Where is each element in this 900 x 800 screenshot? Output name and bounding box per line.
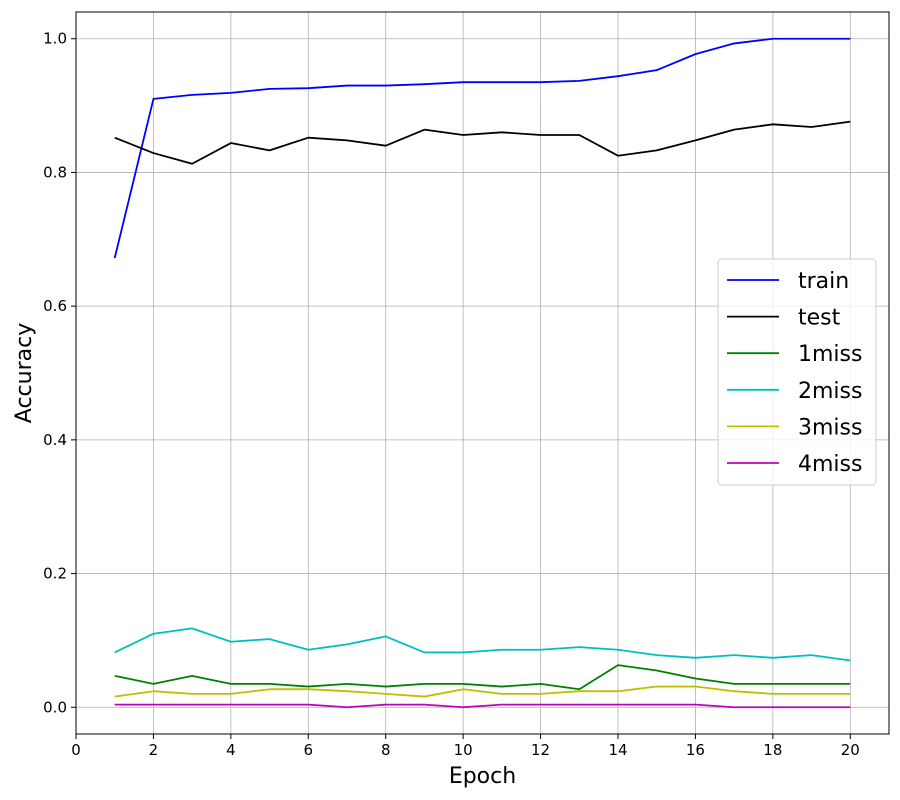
x-tick-label: 10 xyxy=(454,741,473,759)
x-tick-label: 20 xyxy=(841,741,860,759)
series-line-2miss xyxy=(114,627,851,662)
legend-label-1miss: 1miss xyxy=(798,342,862,367)
x-tick-label: 12 xyxy=(531,741,550,759)
x-tick-label: 14 xyxy=(608,741,627,759)
y-tick-label: 0.8 xyxy=(43,163,67,181)
x-tick-label: 18 xyxy=(763,741,782,759)
x-tick-label: 6 xyxy=(304,741,314,759)
series-line-train xyxy=(113,37,851,259)
series-line-test xyxy=(114,120,851,165)
legend-label-train: train xyxy=(798,269,849,294)
x-tick-label: 8 xyxy=(381,741,391,759)
x-tick-label: 4 xyxy=(226,741,236,759)
legend-box xyxy=(717,258,877,486)
x-tick-label: 0 xyxy=(71,741,81,759)
y-axis-ticks: 0.0 0.2 0.4 0.6 0.8 1.0 xyxy=(43,30,76,716)
series-line-4miss xyxy=(114,703,851,709)
legend-label-3miss: 3miss xyxy=(798,415,862,440)
legend-label-4miss: 4miss xyxy=(798,452,862,477)
legend: train test 1miss 2miss 3miss 4miss xyxy=(717,258,877,486)
y-tick-label: 0.4 xyxy=(43,431,67,449)
series-lines xyxy=(113,37,851,709)
legend-label-2miss: 2miss xyxy=(798,379,862,404)
y-tick-label: 0.6 xyxy=(43,297,67,315)
y-axis-label: Accuracy xyxy=(12,323,37,423)
x-tick-label: 16 xyxy=(686,741,705,759)
x-axis-ticks: 0 2 4 6 8 10 12 14 16 18 20 xyxy=(71,734,860,759)
legend-label-test: test xyxy=(798,306,841,331)
y-tick-label: 0.0 xyxy=(43,698,67,716)
series-line-3miss xyxy=(114,685,851,698)
series-line-1miss xyxy=(114,664,851,691)
y-tick-label: 0.2 xyxy=(43,565,67,583)
x-tick-label: 2 xyxy=(149,741,159,759)
x-axis-label: Epoch xyxy=(449,764,516,789)
plot-area-frame xyxy=(75,11,890,735)
y-tick-label: 1.0 xyxy=(43,30,67,48)
